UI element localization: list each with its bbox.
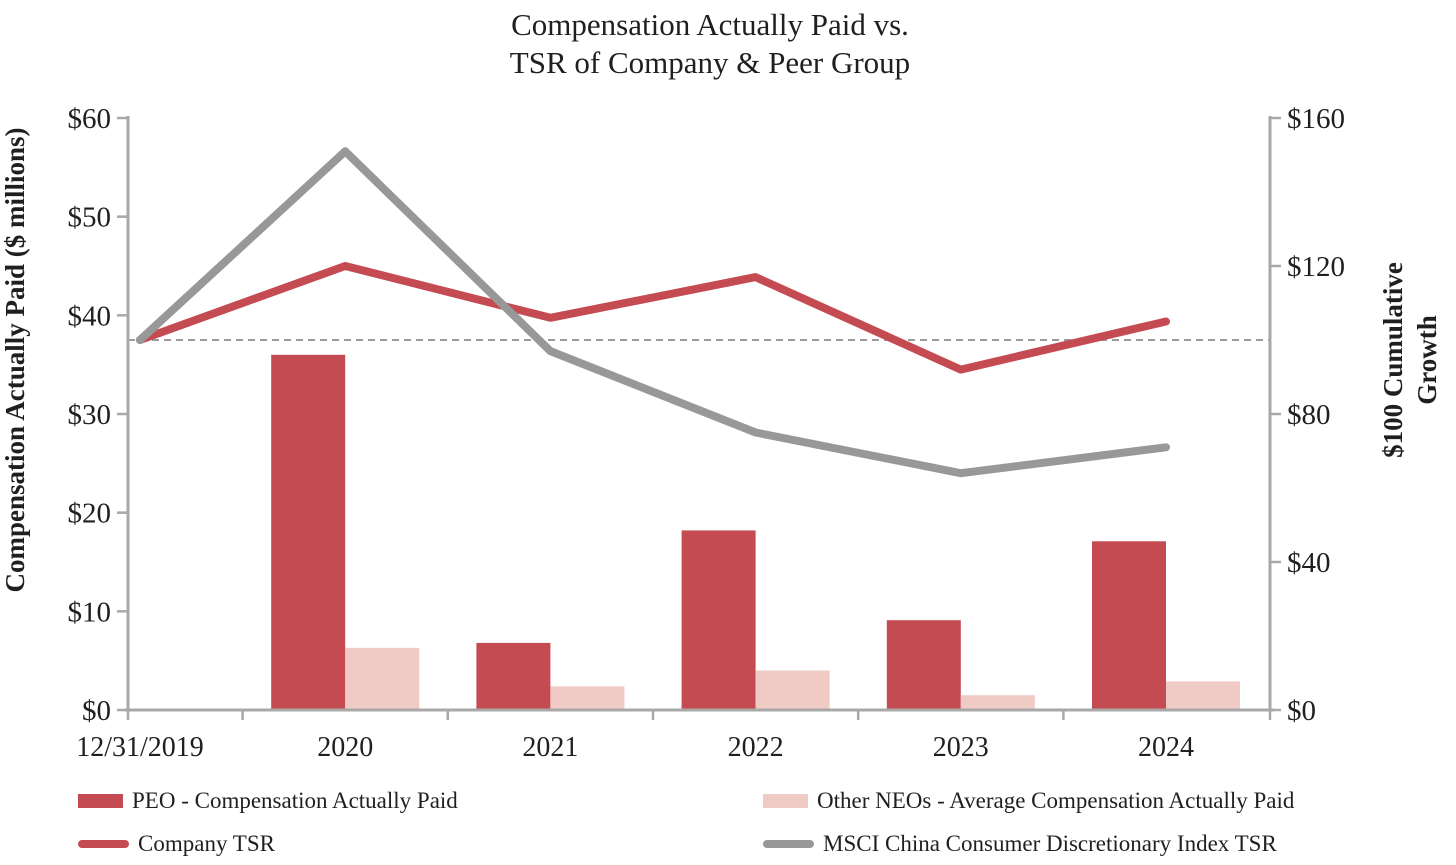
legend-item: PEO - Compensation Actually Paid xyxy=(78,788,763,814)
x-axis-label: 2021 xyxy=(522,732,578,763)
left-axis-tick-label: $50 xyxy=(68,202,112,234)
left-axis-title: Compensation Actually Paid ($ millions) xyxy=(0,127,30,592)
left-axis-tick-label: $10 xyxy=(68,596,112,628)
left-axis-tick-label: $20 xyxy=(68,498,112,530)
right-axis-tick-label: $160 xyxy=(1287,103,1345,135)
legend-label: Other NEOs - Average Compensation Actual… xyxy=(817,788,1295,813)
legend-item: MSCI China Consumer Discretionary Index … xyxy=(763,831,1438,857)
line-index-tsr xyxy=(136,147,1170,478)
left-axis-tick-label: $0 xyxy=(82,695,111,727)
chart-plot-area: Compensation Actually Paid ($ millions) … xyxy=(0,103,1442,763)
bar-peo-cap xyxy=(271,354,346,710)
bar-other-neos-cap xyxy=(550,686,625,710)
bar-peo-cap xyxy=(681,530,756,710)
right-axis-tick-label: $0 xyxy=(1287,695,1316,727)
left-axis-tick-label: $60 xyxy=(68,103,112,135)
legend-line-swatch xyxy=(763,840,814,848)
chart-legend: PEO - Compensation Actually Paid Other NE… xyxy=(78,788,1438,857)
right-axis-title-line2: Growth xyxy=(1412,315,1442,405)
right-axis-tick-label: $120 xyxy=(1287,251,1345,283)
line-company-tsr xyxy=(136,262,1170,374)
bar-other-neos-cap xyxy=(755,670,830,710)
x-axis-label: 2023 xyxy=(933,732,989,763)
x-axis-label: 2024 xyxy=(1138,732,1194,763)
legend-bar-swatch xyxy=(78,794,123,808)
right-axis-tick-label: $80 xyxy=(1287,399,1331,431)
x-axis-label: 2020 xyxy=(317,732,373,763)
bar-peo-cap xyxy=(886,620,961,710)
left-axis-tick-label: $30 xyxy=(68,399,112,431)
bar-other-neos-cap xyxy=(960,695,1035,710)
bar-other-neos-cap xyxy=(1166,681,1240,710)
legend-label: MSCI China Consumer Discretionary Index … xyxy=(823,831,1277,856)
chart-title: Compensation Actually Paid vs. TSR of Co… xyxy=(0,6,1420,82)
legend-label: PEO - Compensation Actually Paid xyxy=(132,788,458,813)
chart-title-line1: Compensation Actually Paid vs. xyxy=(511,7,909,42)
legend-line-swatch xyxy=(78,840,129,848)
bar-peo-cap xyxy=(476,642,551,710)
legend-item: Other NEOs - Average Compensation Actual… xyxy=(763,788,1438,814)
bar-peo-cap xyxy=(1092,541,1166,710)
left-axis-tick-label: $40 xyxy=(68,300,112,332)
x-axis-label: 12/31/2019 xyxy=(76,732,204,763)
legend-label: Company TSR xyxy=(138,831,275,856)
bar-other-neos-cap xyxy=(345,647,420,710)
legend-bar-swatch xyxy=(763,794,808,808)
chart-title-line2: TSR of Company & Peer Group xyxy=(509,45,911,80)
x-axis-label: 2022 xyxy=(728,732,784,763)
right-axis-title-line1: $100 Cumulative xyxy=(1378,262,1408,458)
right-axis-tick-label: $40 xyxy=(1287,547,1331,579)
legend-item: Company TSR xyxy=(78,831,763,857)
